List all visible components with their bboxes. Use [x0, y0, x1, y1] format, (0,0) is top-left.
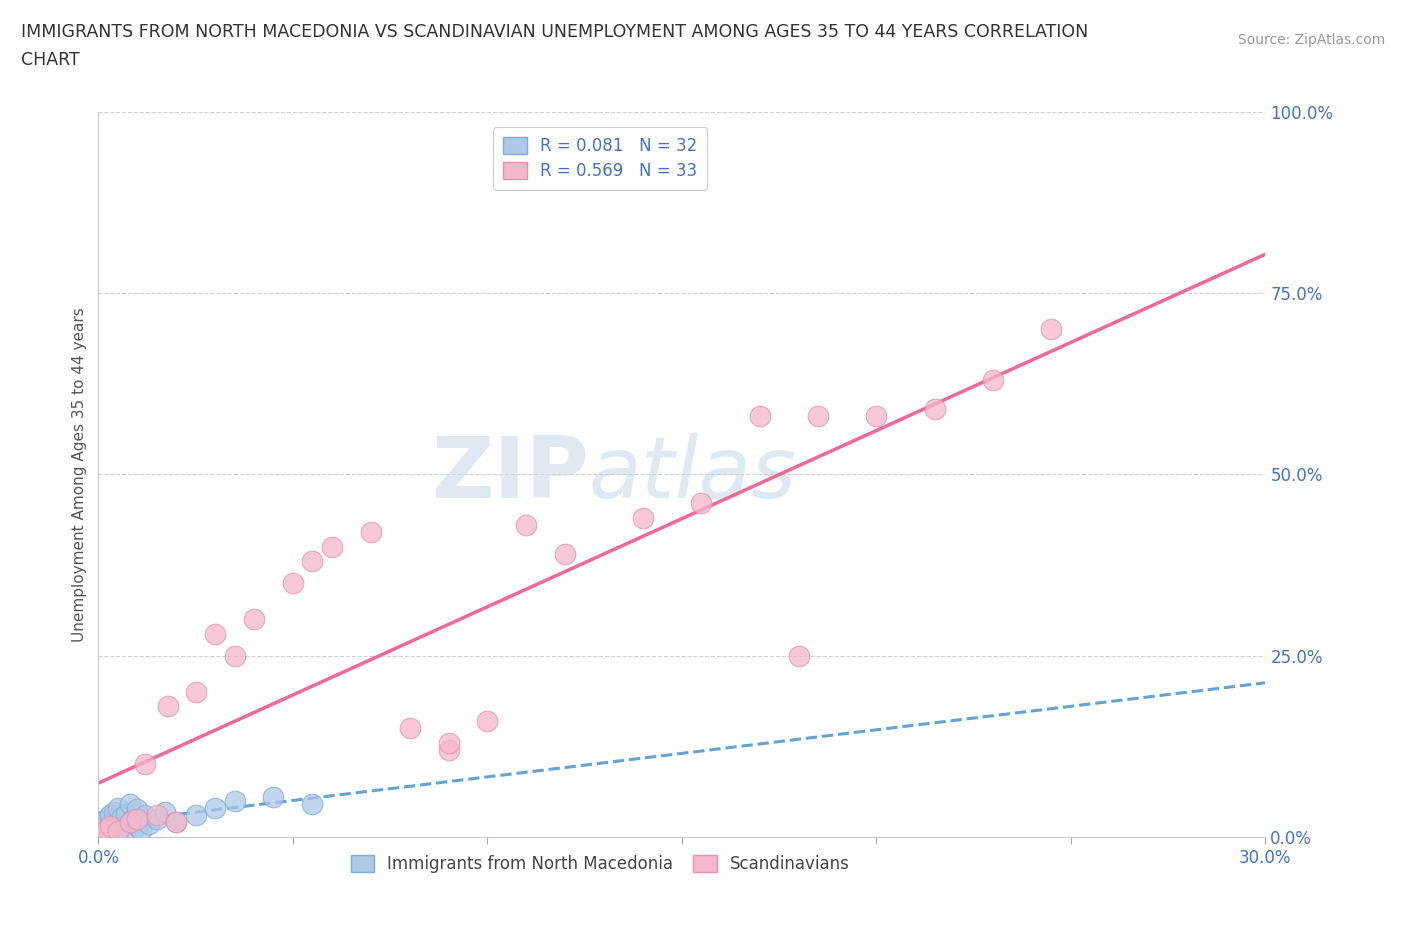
- Point: [184, 808, 207, 823]
- Point: [111, 809, 134, 824]
- Point: [281, 576, 304, 591]
- Point: [631, 511, 654, 525]
- Point: [107, 824, 129, 839]
- Point: [153, 804, 176, 819]
- Point: [96, 811, 118, 827]
- Point: [127, 818, 149, 833]
- Point: [127, 802, 149, 817]
- Point: [184, 684, 207, 699]
- Point: [398, 721, 420, 736]
- Point: [924, 402, 946, 417]
- Point: [91, 826, 114, 841]
- Text: atlas: atlas: [589, 432, 797, 516]
- Point: [807, 409, 830, 424]
- Point: [865, 409, 887, 424]
- Point: [98, 826, 121, 841]
- Text: Source: ZipAtlas.com: Source: ZipAtlas.com: [1237, 33, 1385, 46]
- Point: [301, 797, 323, 812]
- Point: [127, 811, 149, 827]
- Point: [262, 790, 284, 804]
- Text: CHART: CHART: [21, 51, 80, 69]
- Point: [224, 648, 246, 663]
- Point: [96, 818, 118, 833]
- Point: [146, 811, 169, 827]
- Point: [129, 822, 152, 837]
- Point: [103, 804, 125, 819]
- Point: [98, 818, 121, 833]
- Point: [107, 824, 129, 839]
- Point: [134, 757, 156, 772]
- Point: [134, 808, 156, 823]
- Text: IMMIGRANTS FROM NORTH MACEDONIA VS SCANDINAVIAN UNEMPLOYMENT AMONG AGES 35 TO 44: IMMIGRANTS FROM NORTH MACEDONIA VS SCAND…: [21, 23, 1088, 41]
- Point: [114, 806, 136, 821]
- Point: [138, 817, 160, 831]
- Point: [787, 648, 810, 663]
- Point: [118, 815, 141, 830]
- Legend: Immigrants from North Macedonia, Scandinavians: Immigrants from North Macedonia, Scandin…: [344, 848, 856, 880]
- Point: [118, 797, 141, 812]
- Point: [204, 627, 226, 642]
- Point: [165, 815, 187, 830]
- Point: [477, 713, 499, 728]
- Point: [301, 554, 323, 569]
- Point: [224, 793, 246, 808]
- Point: [118, 815, 141, 830]
- Point: [107, 801, 129, 816]
- Point: [204, 801, 226, 816]
- Point: [360, 525, 382, 539]
- Point: [157, 699, 180, 714]
- Point: [146, 808, 169, 823]
- Point: [98, 808, 121, 823]
- Point: [981, 373, 1004, 388]
- Text: ZIP: ZIP: [430, 432, 589, 516]
- Point: [91, 815, 114, 830]
- Point: [1040, 322, 1063, 337]
- Point: [91, 822, 114, 837]
- Point: [98, 817, 121, 831]
- Point: [437, 742, 460, 757]
- Point: [107, 814, 129, 829]
- Point: [103, 821, 125, 836]
- Point: [748, 409, 770, 424]
- Point: [321, 539, 343, 554]
- Point: [165, 815, 187, 830]
- Point: [243, 612, 266, 627]
- Point: [690, 496, 713, 511]
- Point: [114, 822, 136, 837]
- Point: [96, 822, 118, 837]
- Point: [122, 811, 145, 827]
- Point: [554, 547, 576, 562]
- Point: [111, 818, 134, 833]
- Point: [515, 518, 537, 533]
- Y-axis label: Unemployment Among Ages 35 to 44 years: Unemployment Among Ages 35 to 44 years: [72, 307, 87, 642]
- Point: [437, 736, 460, 751]
